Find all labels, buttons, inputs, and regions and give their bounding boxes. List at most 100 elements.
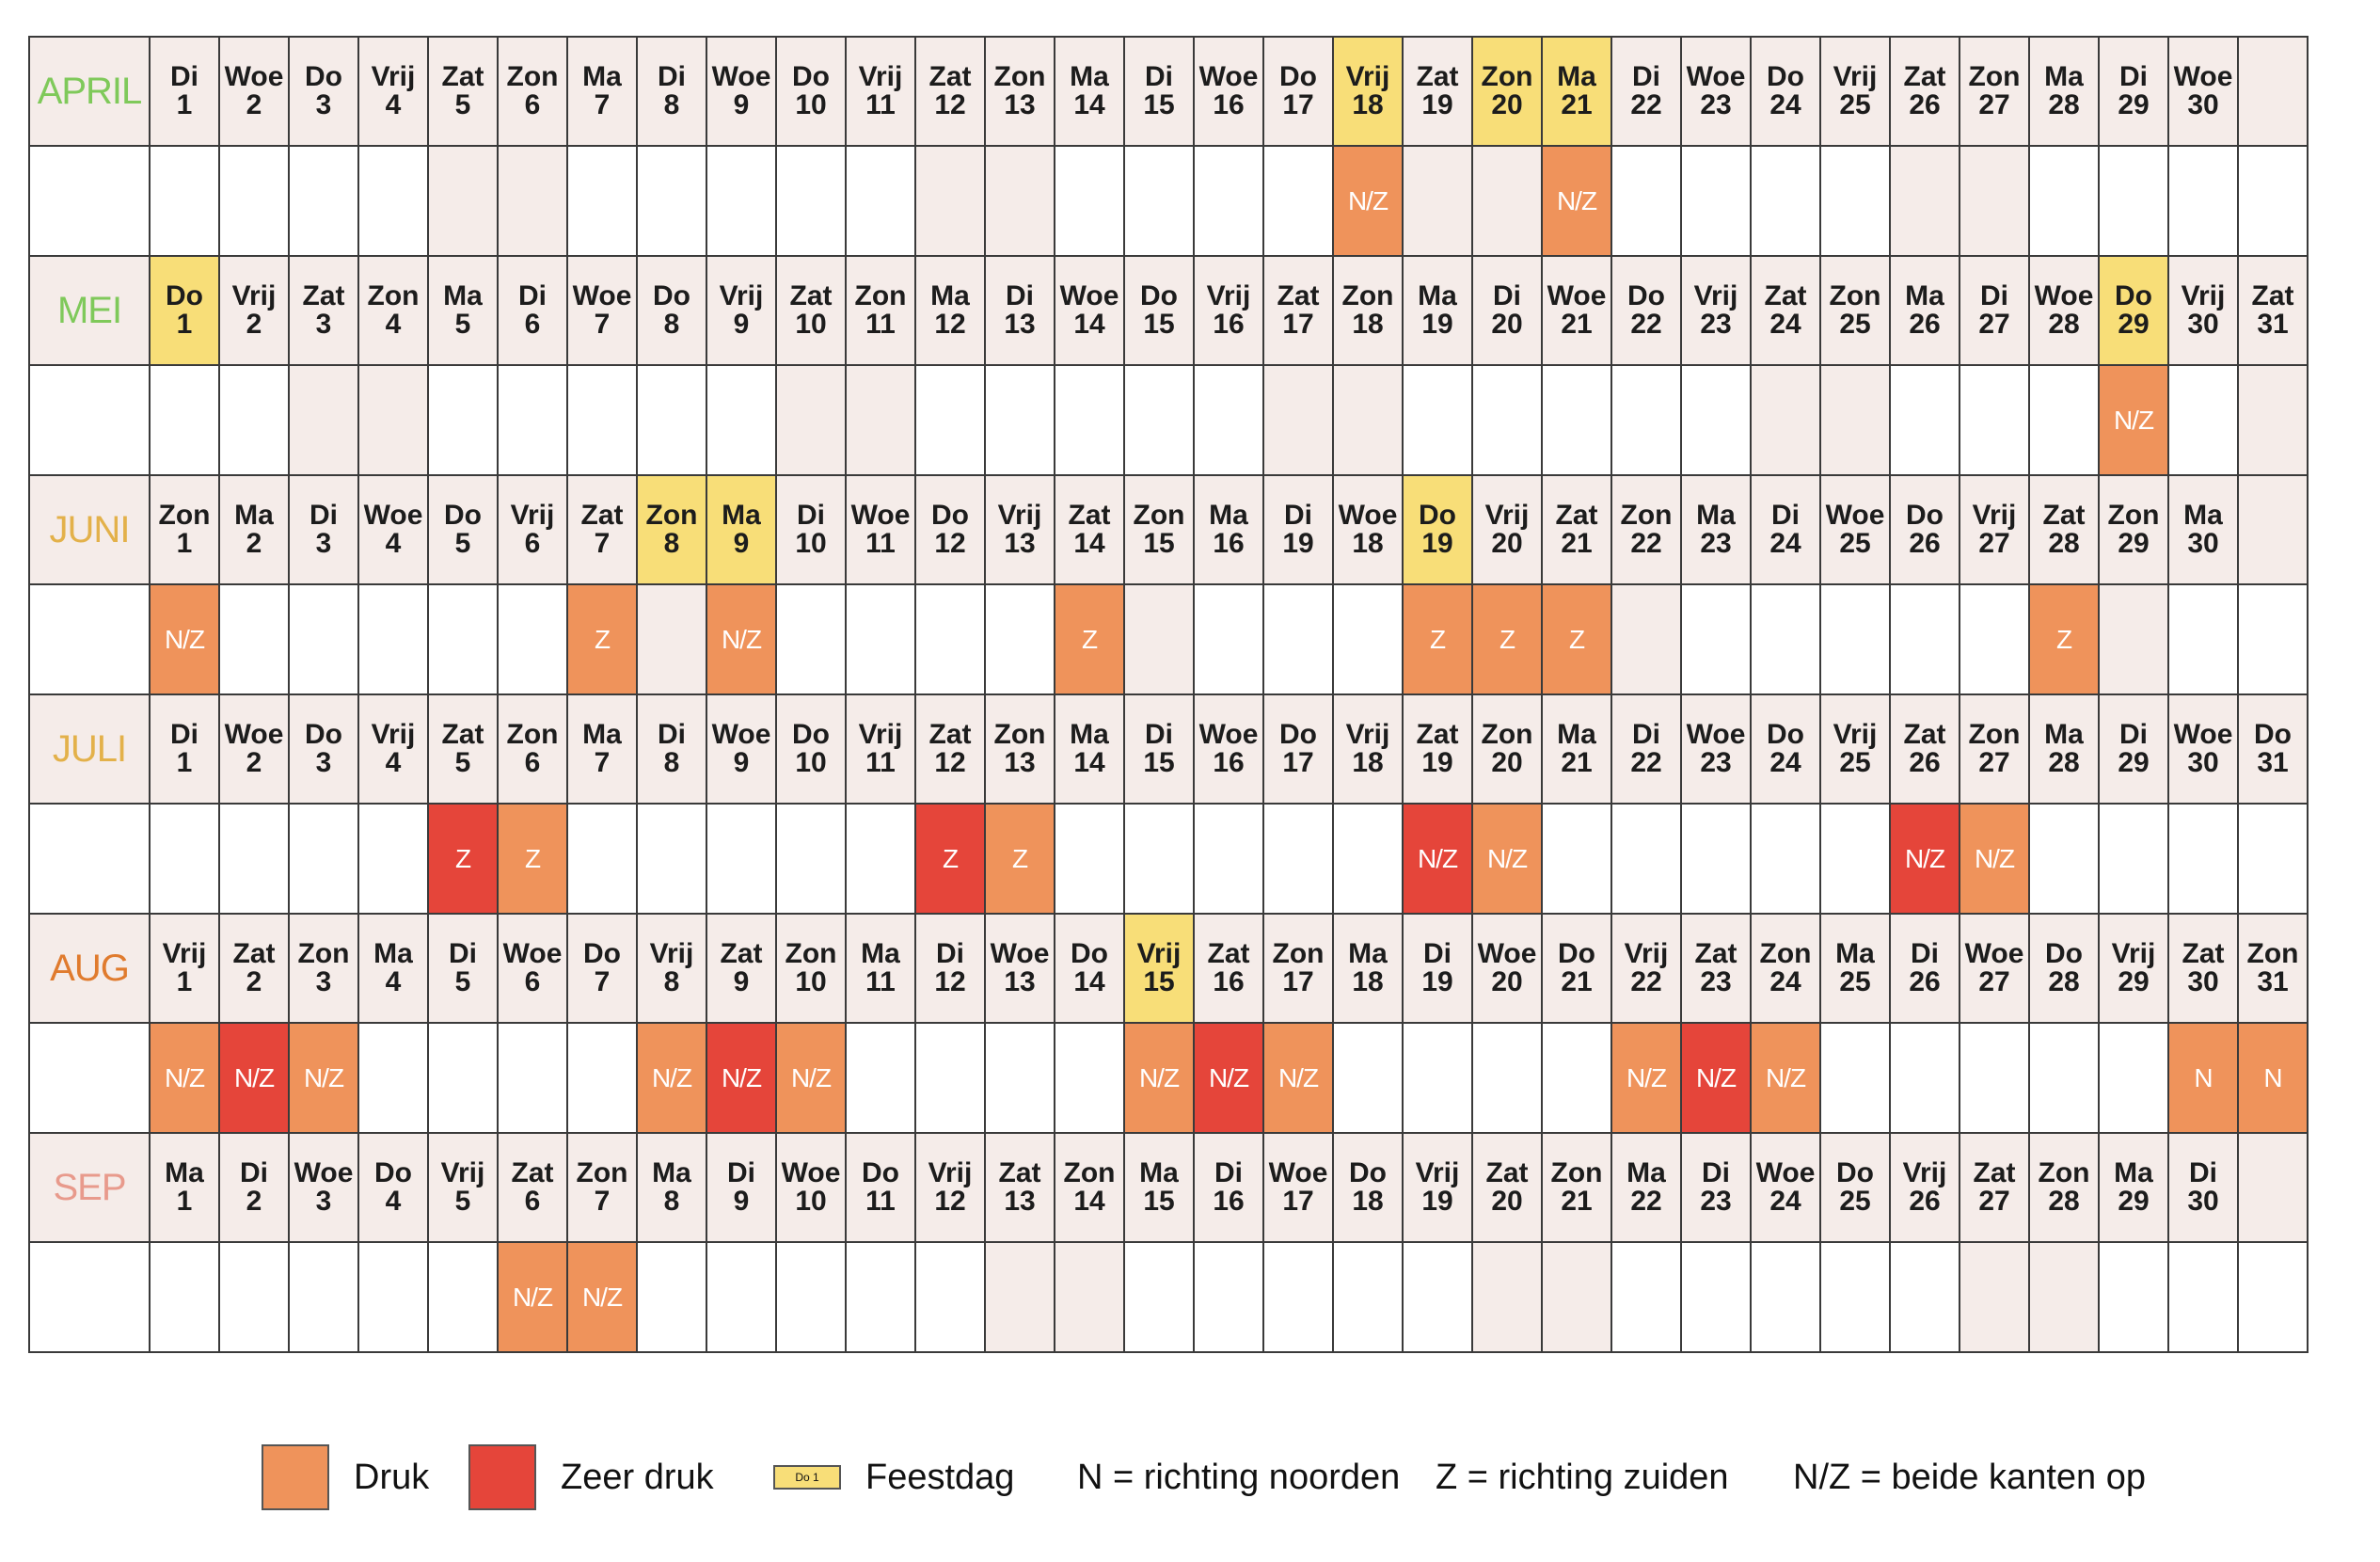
day-number: 2 [246,966,262,997]
day-label: Di 20 [1473,282,1541,339]
day-cell: Woe 20 [1471,913,1543,1024]
day-number: 21 [1561,89,1593,120]
day-label: Zon 18 [1334,282,1402,339]
day-number: 23 [1700,966,1732,997]
day-label: Di 9 [707,1159,775,1216]
day-cell: Vrij 4 [357,36,429,147]
traffic-cell [1889,364,1960,476]
traffic-cell-druk: Z [1054,583,1125,695]
day-cell: Ma 21 [1541,693,1612,805]
day-cell: Zat 7 [566,474,638,585]
day-cell: Ma 14 [1054,693,1125,805]
day-label: Woe 16 [1195,63,1262,120]
empty-traffic-cell [2237,583,2309,695]
day-number: 4 [385,747,402,778]
day-number: 25 [1839,89,1871,120]
day-number: 31 [2257,747,2289,778]
day-cell: Di 1 [149,36,220,147]
day-label: Woe 7 [568,282,636,339]
day-cell: Do 31 [2237,693,2309,805]
day-name: Vrij [1206,280,1251,311]
traffic-cell [845,364,916,476]
day-cell: Di 20 [1471,255,1543,366]
day-cell: Vrij 15 [1123,913,1195,1024]
day-name: Do [2254,719,2292,750]
day-label: Zat 6 [499,1159,566,1216]
traffic-cell [1750,1241,1821,1353]
day-label: Ma 28 [2030,721,2098,777]
direction-label: Z [1499,624,1515,654]
day-cell: Woe 30 [2167,693,2239,805]
day-name: Zon [854,280,907,311]
traffic-cell [566,364,638,476]
month-label-spacer [28,145,151,257]
traffic-cell-druk: Z [1471,583,1543,695]
day-label: Ma 23 [1682,502,1750,558]
day-number: 13 [1004,309,1036,340]
day-cell: Vrij 2 [218,255,290,366]
day-cell: Woe 14 [1054,255,1125,366]
day-number: 26 [1909,966,1941,997]
day-number: 4 [385,528,402,559]
day-number: 7 [594,309,611,340]
day-number: 9 [733,528,750,559]
day-label: Zon 15 [1125,502,1193,558]
day-label: Vrij 11 [847,721,914,777]
traffic-cell [1959,364,2030,476]
traffic-cell [775,145,847,257]
day-label: Di 13 [986,282,1054,339]
traffic-cell-zeer-druk: N/Z [1402,803,1473,915]
traffic-cell [149,1241,220,1353]
traffic-cell [357,145,429,257]
day-name: Zon [1133,500,1185,531]
day-label: Ma 29 [2100,1159,2167,1216]
day-number: 4 [385,1186,402,1217]
traffic-cell [1193,583,1264,695]
day-name: Zat [1416,719,1459,750]
day-label: Di 3 [290,502,357,558]
day-cell: Zon 4 [357,255,429,366]
day-label: Zon 6 [499,721,566,777]
day-name: Di [1284,500,1312,531]
direction-label: Z [2055,624,2072,654]
day-number: 19 [1421,89,1453,120]
day-cell: Do 21 [1541,913,1612,1024]
traffic-cell [1541,803,1612,915]
day-label: Do 19 [1404,502,1471,558]
day-number: 2 [246,309,262,340]
legend-z: Z = richting zuiden [1436,1440,1729,1515]
day-label: Do 17 [1264,63,1332,120]
day-number: 1 [176,528,193,559]
traffic-cell [1402,145,1473,257]
day-cell: Di 22 [1610,693,1682,805]
direction-label: N/Z [1277,1062,1319,1092]
day-number: 6 [524,966,541,997]
traffic-cell [288,803,359,915]
day-number: 24 [1769,528,1801,559]
day-cell: Di 13 [984,255,1055,366]
traffic-cell [1541,1241,1612,1353]
day-number: 27 [1978,1186,2010,1217]
direction-label: N/Z [721,624,762,654]
day-number: 11 [865,966,896,997]
day-number: 11 [865,309,896,340]
day-name: Vrij [858,61,903,92]
legend-druk-label: Druk [354,1457,430,1497]
day-number: 6 [524,528,541,559]
day-cell: Zat 19 [1402,36,1473,147]
day-number: 19 [1421,966,1453,997]
day-number: 17 [1282,309,1314,340]
day-label: Vrij 5 [429,1159,497,1216]
day-number: 30 [2187,1186,2219,1217]
day-name: Zon [785,938,837,969]
day-number: 19 [1421,1186,1453,1217]
legend-z-label: Z = richting zuiden [1436,1457,1729,1497]
day-cell: Zon 6 [497,36,568,147]
day-cell: Zat 10 [775,255,847,366]
day-number: 25 [1839,309,1871,340]
traffic-cell [984,1241,1055,1353]
day-label: Zon 7 [568,1159,636,1216]
day-cell: Vrij 29 [2098,913,2169,1024]
day-label: Zon 3 [290,940,357,996]
day-name: Di [797,500,825,531]
